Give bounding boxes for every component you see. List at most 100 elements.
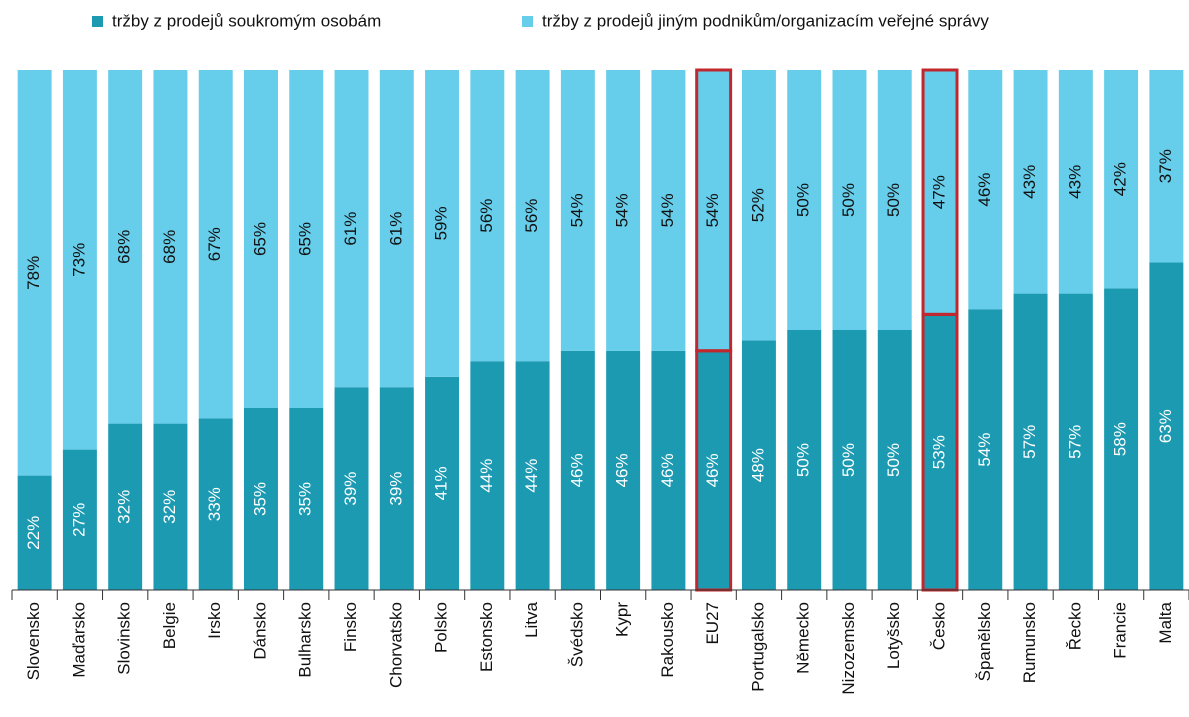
value-label: 50%: [884, 183, 903, 217]
highlight-outline: [695, 68, 733, 353]
bar-segment: [560, 350, 595, 590]
value-label: 43%: [1065, 165, 1084, 199]
value-label: 53%: [930, 435, 949, 469]
value-label: 58%: [1111, 422, 1130, 456]
x-tick-label: Polsko: [432, 602, 451, 653]
value-label: 63%: [1156, 409, 1175, 443]
bar-segment: [1149, 262, 1184, 590]
x-tick-label: Estonsko: [477, 602, 496, 672]
value-label: 32%: [160, 490, 179, 524]
bar-segment: [244, 408, 278, 590]
x-tick-label: Španělsko: [975, 602, 994, 681]
bar-segment: [334, 70, 369, 388]
bar-segment: [62, 449, 97, 590]
bar-segment: [17, 475, 52, 590]
bar-segment: [62, 70, 97, 450]
value-label: 67%: [205, 227, 224, 261]
value-label: 68%: [115, 230, 134, 264]
value-label: 54%: [613, 193, 632, 227]
value-label: 22%: [24, 516, 43, 550]
value-label: 46%: [703, 453, 722, 487]
x-tick-label: Maďarsko: [69, 602, 88, 678]
highlight-outline: [921, 68, 959, 316]
value-label: 54%: [703, 193, 722, 227]
x-tick-label: Irsko: [205, 602, 224, 639]
bar-segment: [1149, 70, 1184, 263]
bar-segment: [560, 70, 595, 351]
value-label: 61%: [341, 212, 360, 246]
bar-segment: [425, 70, 460, 377]
value-label: 39%: [386, 472, 405, 506]
value-label: 42%: [1111, 162, 1130, 196]
bar-segment: [108, 423, 143, 590]
bar-segment: [606, 70, 641, 351]
value-label: 59%: [432, 206, 451, 240]
x-tick-label: Dánsko: [250, 602, 269, 660]
legend-swatch: [522, 16, 533, 27]
bar-segment: [832, 330, 867, 590]
legend-label: tržby z prodejů soukromým osobám: [112, 11, 381, 30]
bar-segment: [741, 70, 776, 341]
x-tick-label: Finsko: [341, 602, 360, 652]
value-label: 65%: [296, 222, 315, 256]
value-label: 41%: [432, 466, 451, 500]
bar-segment: [787, 330, 822, 590]
value-label: 56%: [477, 199, 496, 233]
value-label: 57%: [1020, 425, 1039, 459]
value-label: 50%: [794, 443, 813, 477]
x-tick-label: Slovinsko: [115, 602, 134, 675]
bar-segment: [651, 350, 686, 590]
legend-swatch: [92, 16, 103, 27]
value-label: 50%: [839, 183, 858, 217]
x-tick-label: Německo: [794, 602, 813, 674]
x-tick-label: Litva: [522, 601, 541, 637]
value-label: 54%: [567, 193, 586, 227]
value-label: 50%: [794, 183, 813, 217]
bar-segment: [425, 376, 460, 590]
bar-segment: [515, 361, 550, 590]
value-label: 73%: [69, 243, 88, 277]
bar-segment: [696, 350, 731, 590]
bar-segment: [741, 340, 776, 590]
value-label: 48%: [748, 448, 767, 482]
value-label: 35%: [296, 482, 315, 516]
bar-segment: [968, 309, 1003, 590]
bar-segment: [923, 314, 957, 590]
x-tick-label: Francie: [1111, 602, 1130, 659]
bar-segment: [470, 361, 505, 590]
bar-segment: [651, 70, 686, 351]
bar-segment: [198, 418, 233, 590]
x-tick-label: Malta: [1156, 601, 1175, 643]
bar-segment: [379, 387, 414, 590]
x-tick-label: Belgie: [160, 602, 179, 649]
x-tick-label: Slovensko: [24, 602, 43, 680]
value-label: 50%: [839, 443, 858, 477]
x-tick-label: Bulharsko: [296, 602, 315, 678]
value-label: 46%: [613, 453, 632, 487]
bar-segment: [923, 70, 957, 315]
bar-segment: [153, 70, 188, 424]
x-tick-label: Portugalsko: [748, 602, 767, 692]
value-label: 35%: [250, 482, 269, 516]
bar-segment: [1013, 293, 1048, 590]
bar-segment: [968, 70, 1003, 310]
bar-segment: [379, 70, 414, 388]
bar-segment: [108, 70, 143, 424]
legend-label: tržby z prodejů jiným podnikům/organizac…: [542, 11, 989, 30]
value-label: 37%: [1156, 149, 1175, 183]
value-label: 46%: [975, 173, 994, 207]
value-label: 65%: [250, 222, 269, 256]
value-label: 27%: [69, 503, 88, 537]
bar-segment: [244, 70, 278, 408]
value-label: 78%: [24, 256, 43, 290]
x-tick-label: EU27: [703, 602, 722, 645]
x-tick-label: Švédsko: [567, 602, 586, 667]
x-tick-label: Rumunsko: [1020, 602, 1039, 683]
x-tick-label: Lotyšsko: [884, 602, 903, 669]
bar-segment: [334, 387, 369, 590]
bar-segment: [198, 70, 233, 419]
x-tick-label: Česko: [930, 602, 949, 650]
value-label: 43%: [1020, 165, 1039, 199]
bar-segment: [289, 408, 324, 590]
bar-segment: [17, 70, 52, 476]
